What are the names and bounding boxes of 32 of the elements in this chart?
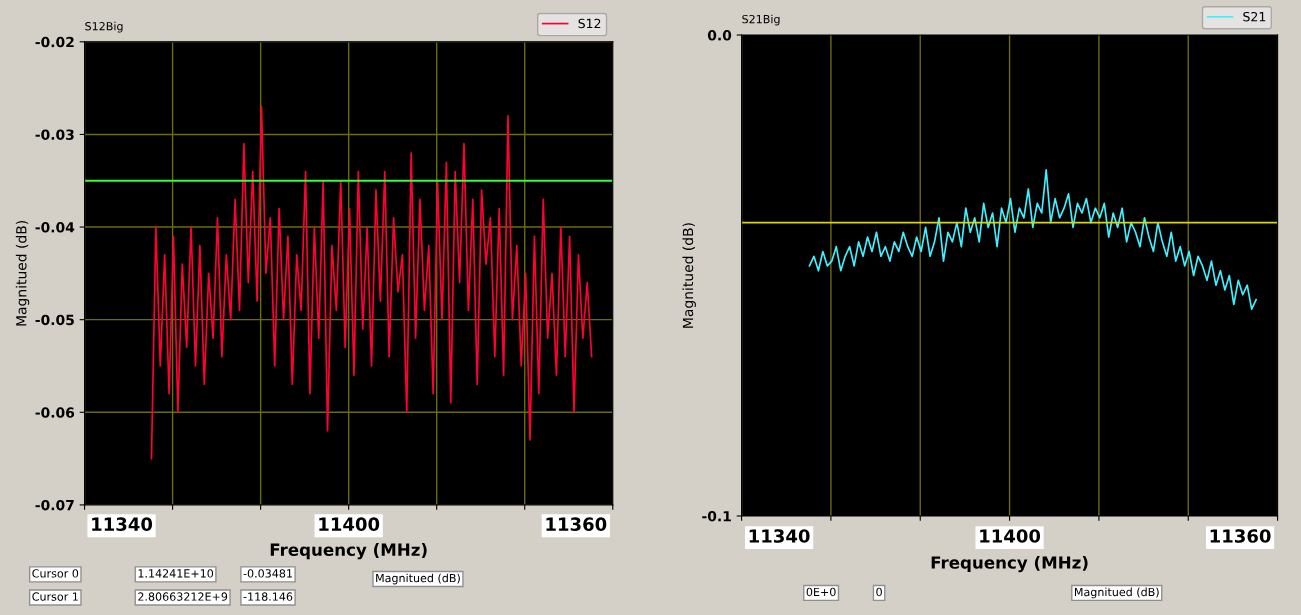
text: Magnitued (dB) xyxy=(376,573,460,585)
chart-title: S12Big xyxy=(85,21,123,33)
y-tick-label: -0.03 xyxy=(35,129,74,140)
legend-label: S12 xyxy=(578,18,601,29)
x-axis-title: Frequency (MHz) xyxy=(270,543,427,560)
chart-title: S21Big xyxy=(742,14,780,26)
y-tick-label: -0.06 xyxy=(35,407,75,418)
text: Cursor 0 xyxy=(32,569,79,578)
text: Cursor 1 xyxy=(32,592,78,601)
y-tick-label: -0.1 xyxy=(702,510,731,522)
text: 11400 xyxy=(980,529,1041,543)
text: 11400 xyxy=(319,517,380,531)
y-tick-label: -0.05 xyxy=(35,314,74,326)
text: 11360 xyxy=(546,517,607,531)
y-tick-label: -0.04 xyxy=(35,222,75,233)
text: 2.80663212E+9 xyxy=(138,592,228,601)
legend-label: S21 xyxy=(1243,11,1266,22)
y-axis-title: Magnitued (dB) xyxy=(682,223,696,328)
text: 11360 xyxy=(1210,529,1271,543)
text: -0.03481 xyxy=(243,569,292,578)
text: Magnitued (dB) xyxy=(1074,587,1159,599)
text: 11340 xyxy=(92,517,153,531)
x-axis-title: Frequency (MHz) xyxy=(931,555,1088,573)
y-tick-label: -0.02 xyxy=(35,36,74,48)
y-tick-label: 0.0 xyxy=(707,30,732,41)
text: 11340 xyxy=(749,529,810,543)
y-tick-label: -0.07 xyxy=(35,499,74,511)
text: -118.146 xyxy=(243,592,293,601)
text: 0 xyxy=(876,587,882,597)
text: 0E+0 xyxy=(806,587,836,597)
text: 1.14241E+10 xyxy=(138,569,214,578)
y-axis-title: Magnitued (dB) xyxy=(15,220,30,326)
